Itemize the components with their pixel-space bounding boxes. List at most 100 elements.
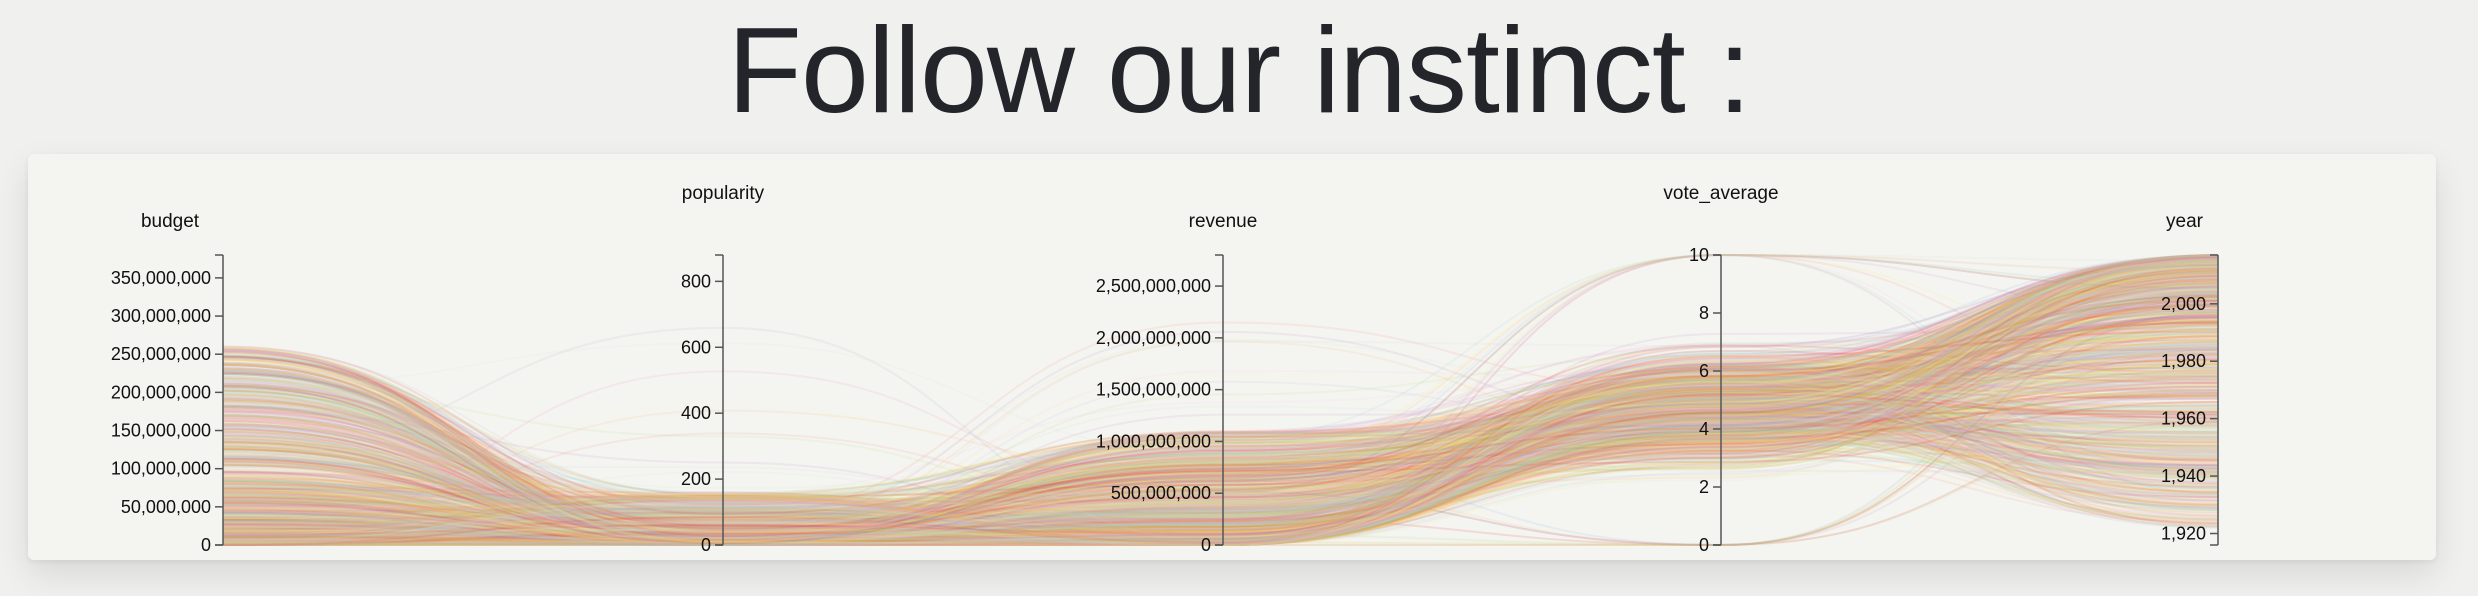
data-polyline	[222, 268, 2219, 546]
data-polyline	[222, 321, 2219, 546]
data-polyline	[222, 368, 2219, 546]
tick-label: 400	[681, 403, 711, 423]
data-polyline	[222, 351, 2219, 546]
data-polyline	[222, 388, 2219, 546]
data-polyline	[222, 363, 2219, 540]
data-polyline	[222, 289, 2219, 535]
tick-label: 2,500,000,000	[1096, 276, 1211, 296]
data-polyline	[222, 375, 2219, 534]
tick-label: 0	[1699, 535, 1709, 555]
data-polyline	[222, 286, 2219, 527]
data-polyline	[222, 271, 2219, 546]
data-polyline	[222, 254, 2219, 504]
data-polyline	[222, 254, 2219, 537]
data-polyline	[222, 257, 2219, 546]
data-polyline	[222, 368, 2219, 533]
data-polyline	[222, 326, 2219, 542]
data-polyline	[222, 268, 2219, 546]
data-polyline	[222, 348, 2219, 547]
parallel-coordinates-chart[interactable]: 0 50,000,000 100,000,000 150,000,000 200,000…	[28, 154, 2436, 560]
data-polyline	[222, 262, 2219, 531]
data-polyline	[222, 282, 2219, 546]
data-polyline	[222, 262, 2219, 546]
data-polyline	[222, 292, 2219, 546]
data-polyline	[222, 412, 2219, 546]
data-polyline	[222, 380, 2219, 544]
tick-label: 50,000,000	[121, 497, 211, 517]
data-polyline	[222, 331, 2219, 511]
data-polyline	[222, 275, 2219, 546]
data-polyline	[222, 386, 2219, 546]
tick-label: 600	[681, 337, 711, 357]
data-polyline	[222, 262, 2219, 546]
tick-label: 1,940	[2161, 466, 2206, 486]
data-polyline	[222, 293, 2219, 541]
data-polyline	[222, 280, 2219, 525]
data-polyline	[222, 254, 2219, 546]
tick-label: 0	[701, 535, 711, 555]
data-polyline	[222, 264, 2219, 538]
data-polyline	[222, 298, 2219, 546]
tick-label: 1,960	[2161, 409, 2206, 429]
tick-label: 1,500,000,000	[1096, 380, 1211, 400]
data-polyline	[222, 326, 2219, 546]
data-polyline	[222, 275, 2219, 543]
data-polyline	[222, 265, 2219, 546]
data-polyline	[222, 315, 2219, 546]
data-polyline	[222, 389, 2219, 546]
data-polyline	[222, 255, 2219, 546]
tick-label: 1,920	[2161, 524, 2206, 544]
data-polyline	[222, 362, 2219, 546]
data-polyline	[222, 261, 2219, 546]
data-polyline	[222, 253, 2219, 525]
data-polyline	[222, 295, 2219, 546]
data-polyline	[222, 254, 2219, 547]
data-polyline	[222, 254, 2219, 546]
data-polyline	[222, 264, 2219, 538]
data-polyline	[222, 280, 2219, 538]
data-polyline	[222, 270, 2219, 546]
data-polyline	[222, 311, 2219, 547]
data-polyline	[222, 264, 2219, 545]
data-polyline	[222, 277, 2219, 536]
data-polyline	[222, 258, 2219, 546]
data-polyline	[222, 287, 2219, 546]
data-polyline	[222, 367, 2219, 546]
data-polyline	[222, 254, 2219, 546]
data-polyline	[222, 416, 2219, 535]
data-polyline	[222, 269, 2219, 546]
data-polyline	[222, 295, 2219, 546]
axis-budget[interactable]: 0 50,000,000 100,000,000 150,000,000 200,000…	[111, 211, 224, 555]
tick-label: 2	[1699, 477, 1709, 497]
data-polyline	[222, 388, 2219, 546]
data-polyline	[222, 293, 2219, 521]
data-polyline	[222, 278, 2219, 543]
data-polyline	[222, 309, 2219, 540]
data-polyline	[222, 364, 2219, 506]
data-polyline	[222, 389, 2219, 545]
data-polyline	[222, 364, 2219, 545]
data-polyline	[222, 274, 2219, 546]
data-polyline	[222, 266, 2219, 541]
data-polyline	[222, 271, 2219, 546]
data-polyline	[222, 418, 2219, 546]
data-polyline	[222, 338, 2219, 545]
data-polyline	[222, 254, 2219, 546]
data-polyline	[222, 255, 2219, 532]
data-polyline	[222, 302, 2219, 545]
data-polyline	[222, 410, 2219, 545]
data-polyline	[222, 339, 2219, 546]
data-polyline	[222, 254, 2219, 545]
data-polyline	[222, 280, 2219, 546]
data-polyline	[222, 364, 2219, 544]
data-polyline	[222, 263, 2219, 541]
data-polyline	[222, 270, 2219, 536]
data-polyline	[222, 292, 2219, 546]
data-polyline	[222, 426, 2219, 546]
tick-label: 200,000,000	[111, 382, 211, 402]
data-polyline	[222, 317, 2219, 543]
data-polyline	[222, 260, 2219, 527]
data-polyline	[222, 353, 2219, 546]
data-polyline	[222, 410, 2219, 546]
data-polyline	[222, 259, 2219, 530]
